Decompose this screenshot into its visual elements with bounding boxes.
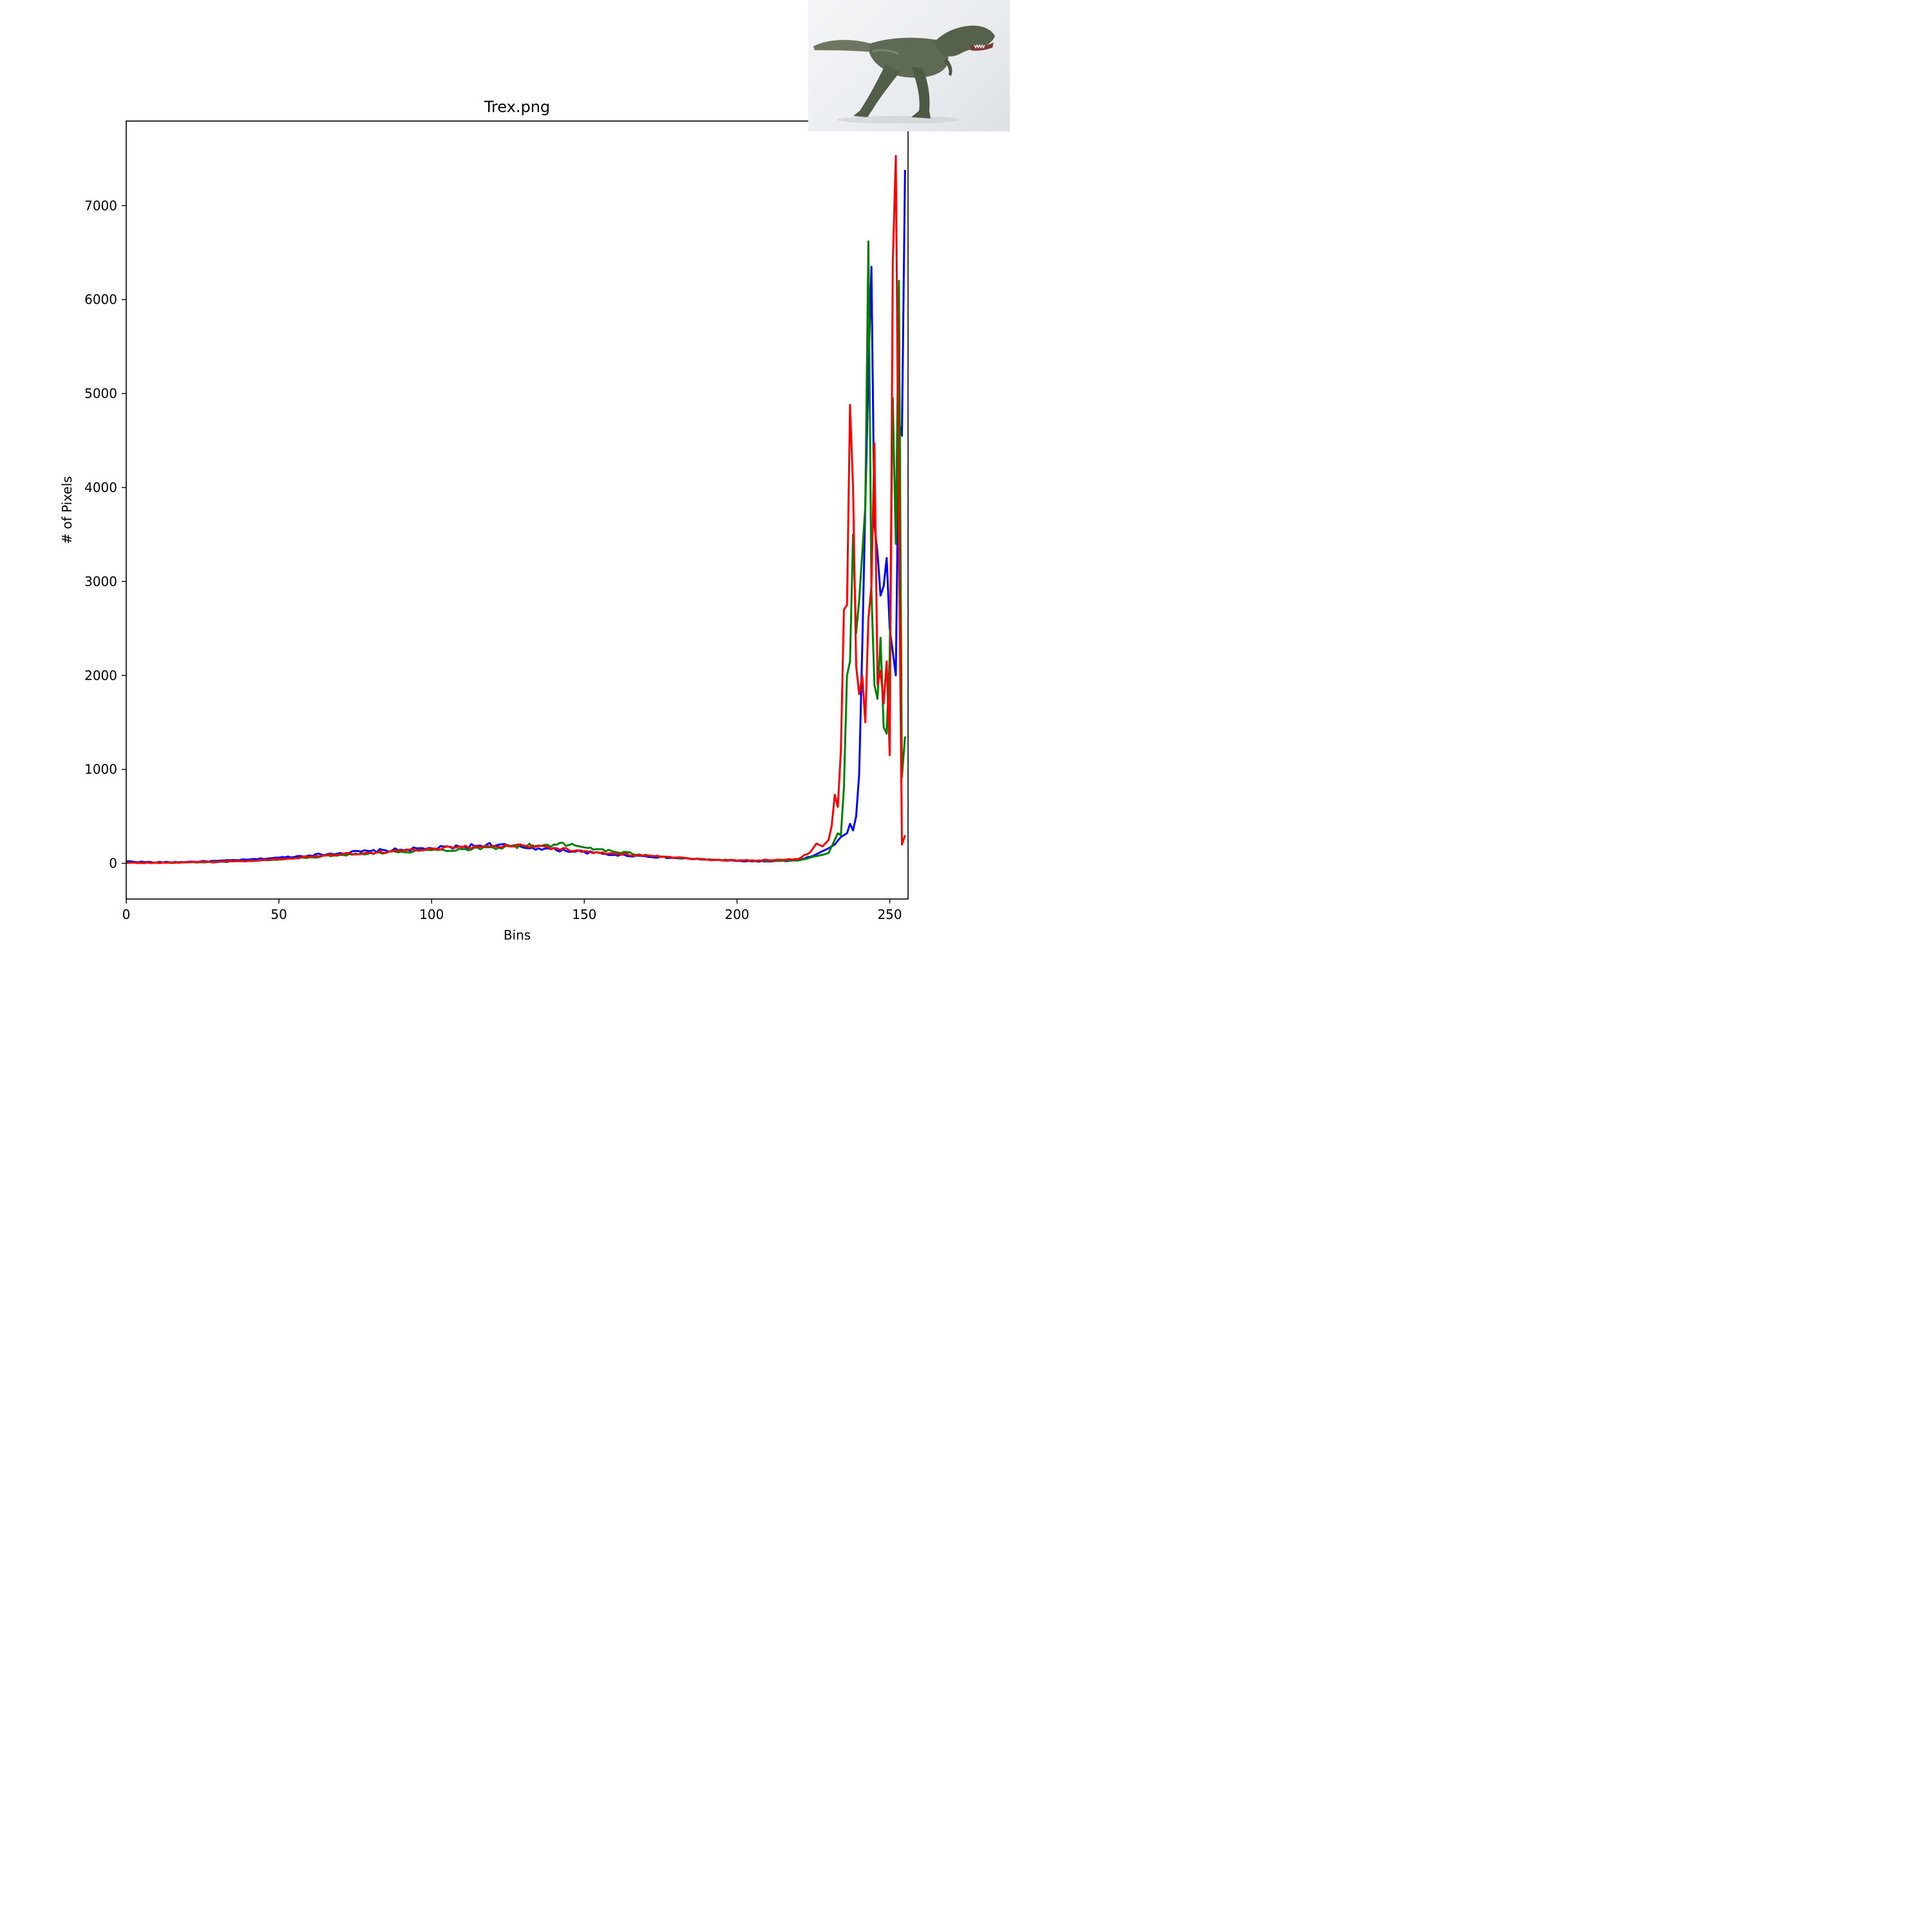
histogram-chart: Trex.png 0 50 100 150 200 250 0 1000 2000 3000 40… [59,98,909,943]
x-tick-label: 200 [724,907,749,922]
y-tick-label: 5000 [84,386,117,401]
y-tick-label: 6000 [84,292,117,307]
x-tick-label: 50 [270,907,287,922]
y-axis-label: # of Pixels [59,476,75,544]
x-tick-label: 150 [572,907,596,922]
trex-thumbnail [808,0,1010,131]
y-tick-label: 7000 [84,198,117,213]
histogram-series-line [126,155,906,864]
y-tick-label: 3000 [84,574,117,589]
chart-title: Trex.png [484,98,550,116]
histogram-series-line [126,240,906,864]
y-axis-ticks: 0 1000 2000 3000 4000 5000 6000 7000 [84,198,126,871]
x-axis-label: Bins [504,927,531,943]
series-layer [126,155,906,864]
y-tick-label: 0 [109,856,117,871]
histogram-series-line [126,169,906,864]
x-tick-label: 0 [122,907,131,922]
y-tick-label: 2000 [84,668,117,683]
plot-frame [126,120,909,900]
x-axis-ticks: 0 50 100 150 200 250 [122,899,902,922]
trex-image [813,25,995,124]
y-tick-label: 1000 [84,762,117,777]
x-tick-label: 100 [419,907,444,922]
y-tick-label: 4000 [84,480,117,495]
x-tick-label: 250 [877,907,902,922]
